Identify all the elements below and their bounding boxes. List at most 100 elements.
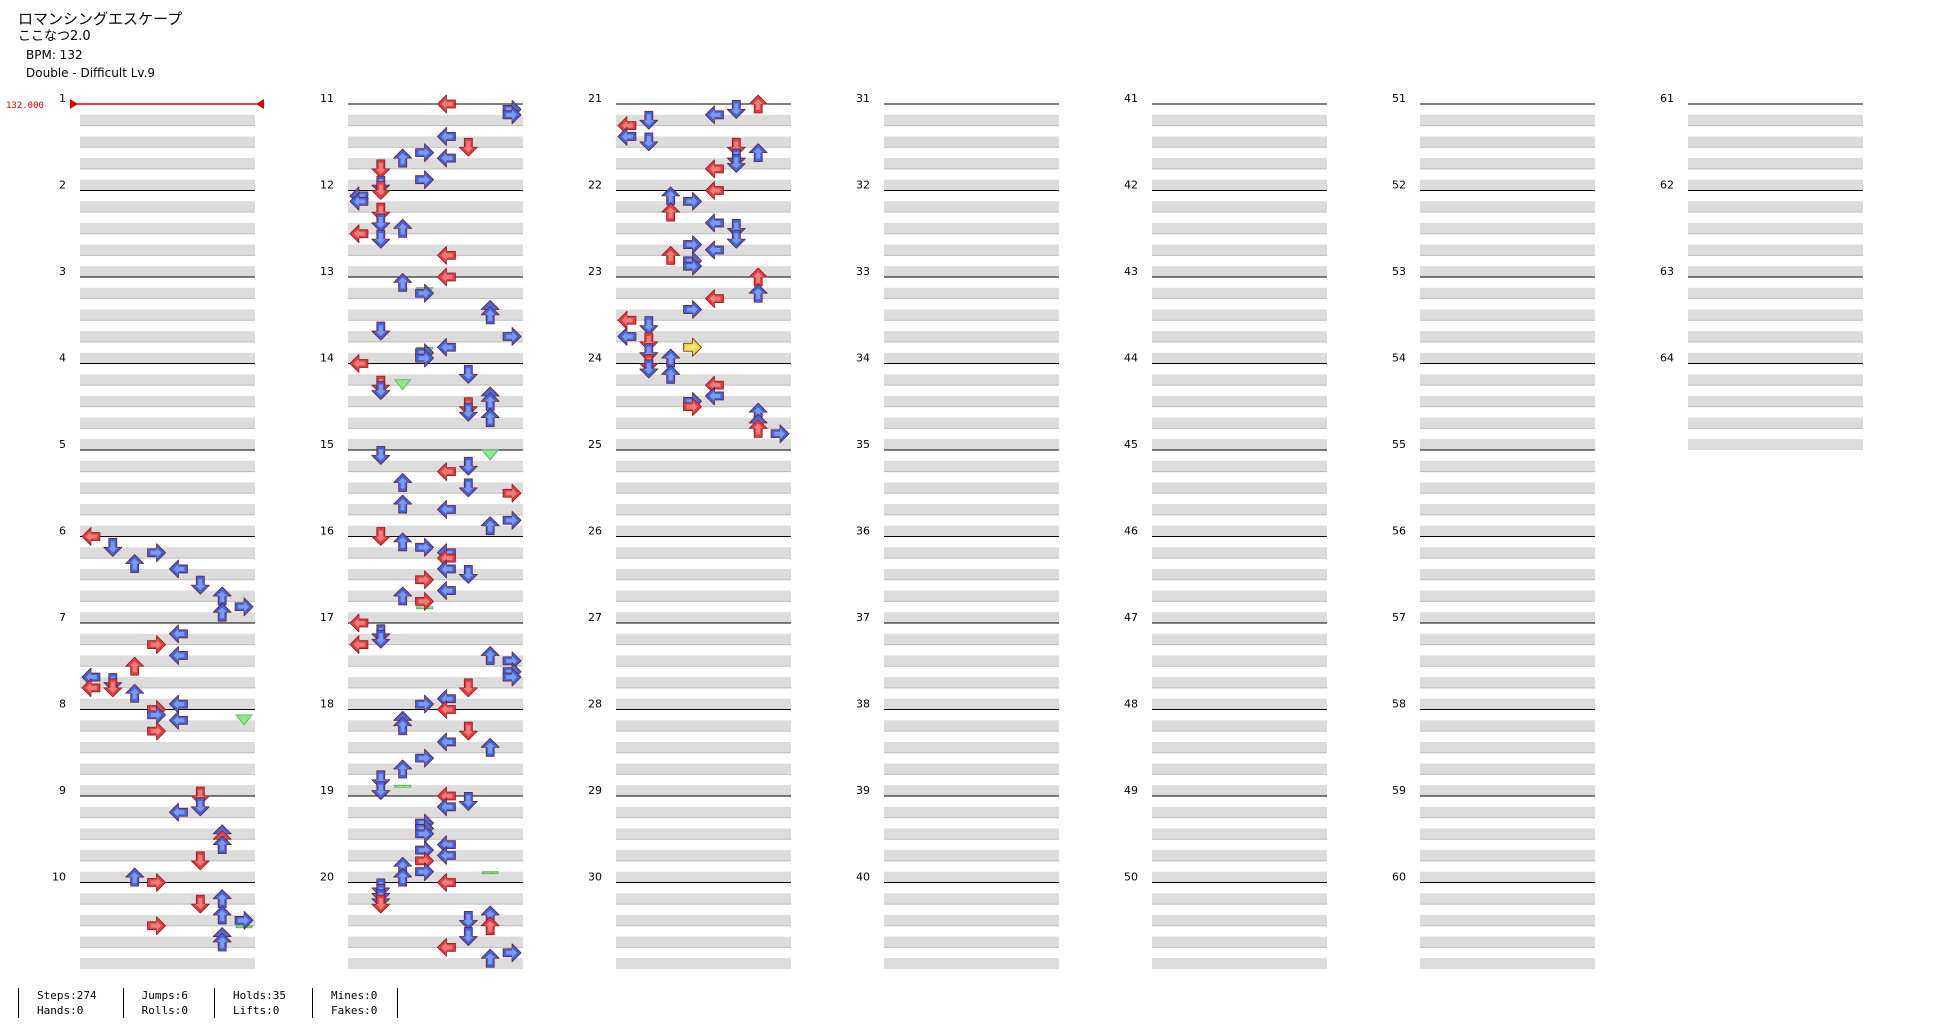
step-arrow [661, 245, 681, 265]
step-arrow [437, 127, 456, 146]
step-arrow [169, 624, 188, 644]
step-arrow [147, 721, 166, 741]
step-arrow [415, 862, 434, 882]
step-arrow [480, 408, 500, 427]
step-arrow [748, 418, 768, 438]
measure-number: 59 [1392, 784, 1406, 797]
measure-46: 46 [1124, 525, 1327, 623]
measure-50: 50 [1124, 871, 1327, 969]
step-arrow [437, 846, 456, 865]
step-arrow [458, 402, 478, 422]
step-arrow [349, 354, 369, 373]
measure-48: 48 [1124, 698, 1327, 796]
measure-53: 53 [1392, 265, 1595, 364]
step-arrow [415, 570, 434, 590]
measure-35: 35 [856, 438, 1059, 537]
step-chart: 1234567891011121314151617181920212223242… [6, 92, 1863, 969]
step-arrow [415, 348, 434, 368]
song-header: ロマンシングエスケープ ここなつ2.0 BPM: 132 Double - Di… [18, 10, 182, 82]
measure-26: 26 [588, 525, 791, 623]
step-arrow [458, 721, 478, 741]
measure-32: 32 [856, 179, 1059, 277]
step-arrow [415, 283, 434, 303]
measure-12: 12 [320, 179, 523, 277]
measure-41: 41 [1124, 92, 1327, 191]
stat-line: Holds:35 [232, 989, 286, 1002]
measure-number: 6 [59, 525, 66, 538]
step-arrow [393, 218, 413, 238]
measure-number: 48 [1124, 698, 1138, 711]
step-arrow [458, 364, 478, 384]
song-title: ロマンシングエスケープ [18, 10, 183, 28]
step-arrow [147, 635, 166, 655]
step-arrow [661, 364, 681, 384]
step-arrow [371, 159, 391, 179]
step-arrow [81, 678, 101, 698]
step-arrow [393, 494, 413, 514]
step-arrow [125, 867, 145, 887]
step-arrow [705, 105, 724, 125]
step-arrow [371, 321, 391, 341]
step-arrow [371, 181, 391, 200]
measure-number: 2 [59, 179, 66, 192]
step-arrow [212, 602, 232, 622]
step-arrow-sixteenth [683, 337, 702, 357]
measure-55: 55 [1392, 438, 1595, 537]
measure-5: 5 [59, 438, 255, 537]
step-arrow [480, 516, 500, 536]
step-arrow [393, 586, 413, 606]
step-arrow [437, 700, 456, 719]
measure-63: 63 [1660, 265, 1863, 364]
step-arrow [125, 683, 145, 703]
measure-51: 51 [1392, 92, 1595, 191]
step-arrow [480, 646, 500, 665]
measure-49: 49 [1124, 784, 1327, 883]
measure-number: 16 [320, 525, 334, 538]
step-arrow [147, 543, 166, 563]
measure-number: 32 [856, 179, 870, 192]
measure-59: 59 [1392, 784, 1595, 883]
measure-31: 31 [856, 92, 1059, 191]
stat-line: Lifts:0 [232, 1004, 280, 1017]
measure-number: 43 [1124, 265, 1138, 278]
stats-footer: Steps:274 Hands:0 Jumps:6 Rolls:0 Holds:35 Li… [18, 988, 399, 1018]
stat-line: Jumps:6 [141, 989, 188, 1002]
step-arrow [502, 667, 522, 687]
stat-line: Mines:0 [330, 989, 378, 1002]
step-arrow [415, 694, 434, 714]
measure-38: 38 [856, 698, 1059, 796]
song-artist: ここなつ2.0 [18, 29, 91, 44]
step-arrow [437, 937, 456, 957]
step-arrow [683, 300, 702, 319]
step-arrow [415, 143, 434, 163]
measure-52: 52 [1392, 179, 1595, 277]
step-arrow [125, 656, 145, 676]
step-arrow [705, 240, 724, 260]
step-arrow [480, 737, 500, 757]
step-arrow [705, 159, 724, 179]
step-arrow [103, 537, 123, 557]
bpm-marker: 132.000 [6, 99, 264, 111]
step-arrow [683, 256, 702, 276]
measure-number: 37 [856, 611, 870, 624]
step-arrow [437, 337, 456, 357]
step-arrow [349, 191, 369, 211]
measure-number: 25 [588, 438, 602, 451]
step-arrow [437, 559, 456, 579]
step-arrow [393, 273, 413, 292]
measure-43: 43 [1124, 265, 1327, 364]
hold-body [393, 379, 412, 788]
step-arrow [437, 267, 456, 287]
measure-6: 6 [59, 525, 255, 623]
step-arrow [502, 327, 522, 346]
step-arrow [458, 927, 478, 946]
step-arrow [371, 446, 391, 465]
step-arrow [190, 797, 210, 817]
measure-number: 35 [856, 438, 870, 451]
measure-number: 62 [1660, 179, 1674, 192]
step-arrow [705, 386, 724, 406]
measure-62: 62 [1660, 179, 1863, 277]
measure-number: 42 [1124, 179, 1138, 192]
step-arrow [683, 191, 702, 211]
measure-number: 33 [856, 265, 870, 278]
